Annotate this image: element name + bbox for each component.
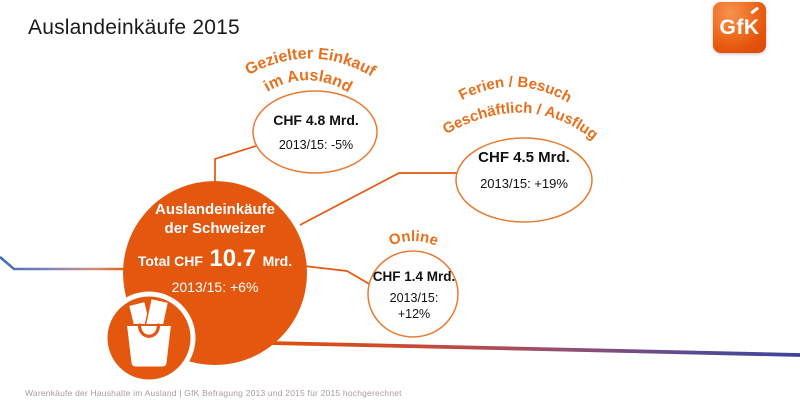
bubble-abroad: [252, 90, 378, 174]
travel-value: CHF 4.5 Mrd.: [478, 149, 570, 166]
total-value: 10.7: [209, 244, 257, 272]
page-title: Auslandeinkäufe 2015: [28, 16, 240, 39]
travel-change: 2013/15: +19%: [480, 176, 568, 191]
travel-bubble-text: CHF 4.5 Mrd. 2013/15: +19%: [455, 149, 593, 191]
abroad-value: CHF 4.8 Mrd.: [273, 112, 359, 128]
shopping-bag-badge: [102, 291, 196, 385]
online-change-line1: 2013/15:: [389, 291, 439, 305]
total-value-line: Total CHF 10.7 Mrd.: [123, 245, 307, 273]
gfk-logo-text: GfK: [719, 15, 760, 39]
total-title-line1: Auslandeinkäufe: [154, 201, 276, 218]
left-gradient-line: [0, 256, 130, 271]
total-unit: Mrd.: [262, 252, 293, 269]
total-title-line2: der Schweizer: [164, 219, 266, 237]
total-bubble-text: Auslandeinkäufe der Schweizer Total CHF …: [123, 201, 307, 295]
bubble-online: [367, 250, 459, 338]
online-change-line2: +12%: [397, 306, 431, 321]
shopping-bag-icon: [125, 297, 173, 369]
bottom-gradient-line: [269, 341, 800, 357]
total-prefix: Total CHF: [137, 252, 203, 269]
total-change: 2013/15: +6%: [171, 278, 259, 295]
label-travel-arc2: Geschäftlich / Ausflug: [440, 100, 601, 144]
gfk-logo: GfK: [713, 2, 766, 53]
abroad-change: 2013/15: -5%: [278, 138, 354, 152]
source-footnote: Warenkäufe der Haushalte im Ausland | Gf…: [25, 388, 402, 398]
label-online-arc: Online: [387, 228, 441, 250]
bubble-travel: [455, 137, 593, 223]
online-bubble-text: CHF 1.4 Mrd. 2013/15: +12%: [369, 269, 459, 322]
abroad-bubble-text: CHF 4.8 Mrd. 2013/15: -5%: [255, 112, 377, 152]
online-change: 2013/15: +12%: [369, 291, 459, 322]
online-value: CHF 1.4 Mrd.: [372, 269, 456, 284]
connector-abroad: [214, 144, 260, 182]
connector-online: [303, 265, 372, 286]
connector-travel: [299, 172, 458, 226]
